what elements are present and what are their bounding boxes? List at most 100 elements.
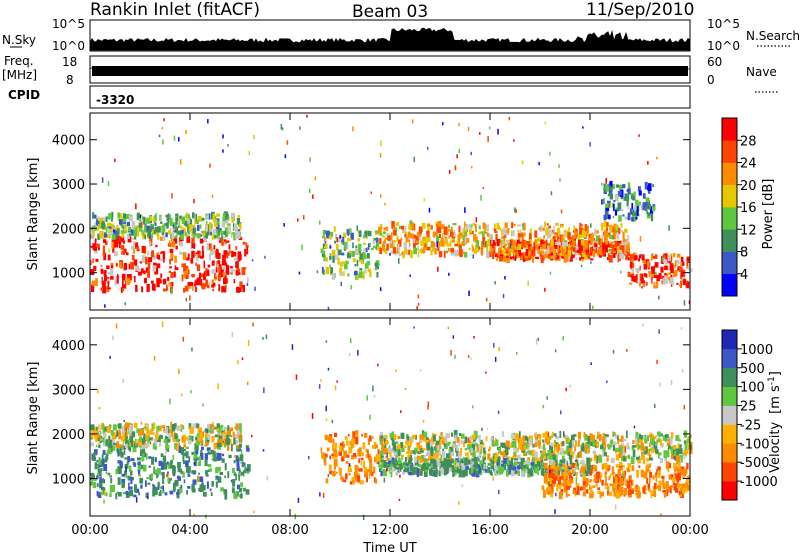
scatter-cell [679,448,683,454]
scatter-cell [580,460,584,465]
scatter-cell [183,229,186,236]
scatter-cell [130,261,135,270]
scatter-cell [506,460,510,464]
scatter-cell [224,240,227,245]
scatter-cell [544,221,546,228]
scatter-cell [551,492,553,496]
scatter-cell [647,186,649,191]
scatter-cell [584,434,588,441]
scatter-cell [662,256,664,261]
scatter-cell [114,279,117,286]
scatter-cell [176,475,181,479]
scatter-cell [91,230,93,239]
scatter-cell [350,285,352,290]
scatter-cell [670,379,673,386]
scatter-cell [599,247,602,254]
scatter-cell [113,230,117,237]
scatter-cell [631,217,634,222]
scatter-cell [564,229,567,232]
scatter-cell [546,223,549,226]
scatter-cell [207,119,209,124]
scatter-cell [645,201,648,207]
scatter-cell [403,242,407,249]
colorbar-tick-label: 1000 [740,343,773,358]
scatter-cell [357,350,359,356]
scatter-cell [363,242,366,245]
colorbar-tick-label: 500 [740,362,765,377]
scatter-cell [192,229,196,235]
scatter-cell [464,458,468,466]
scatter-cell [181,227,186,232]
cpid-value: -3320 [96,93,134,107]
scatter-cell [591,232,594,241]
scatter-cell [207,451,212,455]
scatter-cell [416,306,418,310]
scatter-cell [166,471,169,475]
scatter-cell [656,359,658,365]
scatter-cell [449,455,452,462]
scatter-cell [130,229,134,236]
scatter-cell [618,245,622,251]
scatter-cell [392,442,397,451]
scatter-cell [420,240,425,246]
y-tick-label: 3000 [52,178,85,193]
scatter-cell [538,227,541,231]
scatter-cell [562,233,565,241]
scatter-cell [496,462,499,467]
scatter-cell [486,465,489,473]
scatter-cell [173,237,178,244]
scatter-cell [90,245,93,248]
scatter-cell [571,463,575,468]
scatter-cell [579,227,582,235]
scatter-cell [528,250,530,257]
scatter-cell [530,462,535,466]
scatter-cell [674,451,678,457]
scatter-cell [464,207,466,213]
scatter-cell [216,218,220,224]
scatter-cell [575,463,577,469]
scatter-cell [461,469,466,478]
scatter-cell [132,247,136,254]
scatter-cell [517,224,521,227]
scatter-cell [432,435,436,442]
scatter-cell [630,262,635,270]
scatter-cell [214,223,218,228]
scatter-cell [689,434,692,438]
scatter-cell [171,281,174,287]
scatter-cell [677,260,680,265]
scatter-cell [185,436,188,441]
scatter-cell [374,478,378,484]
scatter-cell [587,464,592,473]
x-tick-label: 00:00 [671,523,708,538]
scatter-cell [554,434,557,438]
scatter-cell [631,479,634,486]
scatter-cell [398,253,401,257]
scatter-cell [147,259,150,267]
scatter-cell [377,263,380,266]
scatter-cell [367,438,370,445]
scatter-cell [596,455,599,464]
colorbar-tick-label: 20 [740,179,757,194]
scatter-cell [494,440,497,446]
colorbar-tick-label: -100 [740,437,770,452]
scatter-cell [232,431,235,438]
scatter-cell [118,444,122,448]
scatter-cell [139,214,142,219]
scatter-cell [126,234,130,239]
scatter-cell [156,437,161,443]
scatter-cell [197,250,201,258]
scatter-cell [170,460,173,469]
scatter-cell [633,425,636,429]
scatter-cell [537,464,540,467]
scatter-cell [120,230,124,234]
scatter-cell [543,462,548,469]
scatter-cell [649,206,654,214]
scatter-cell [369,468,372,476]
scatter-cell [117,228,120,234]
scatter-cell [373,238,377,241]
scatter-cell [658,273,662,279]
scatter-cell [676,282,679,285]
scatter-cell [186,212,188,219]
scatter-cell [158,134,161,138]
scatter-cell [543,235,546,239]
